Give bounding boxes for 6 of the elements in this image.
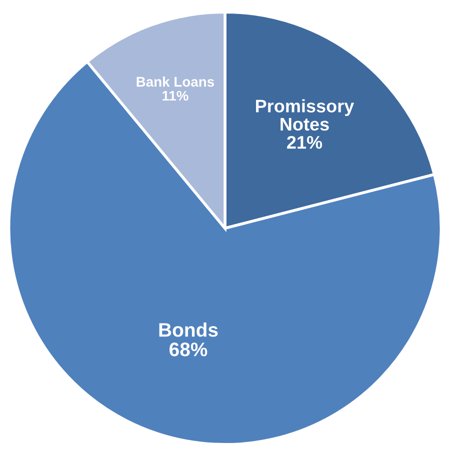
data-label: 11% [162, 90, 188, 101]
slice-label: Bank Loans [136, 76, 214, 87]
data-label: 21% [287, 136, 322, 149]
slice-label: Promissory Notes [256, 99, 354, 131]
data-label: 68% [170, 342, 208, 356]
slice-label: Bonds [159, 322, 218, 337]
